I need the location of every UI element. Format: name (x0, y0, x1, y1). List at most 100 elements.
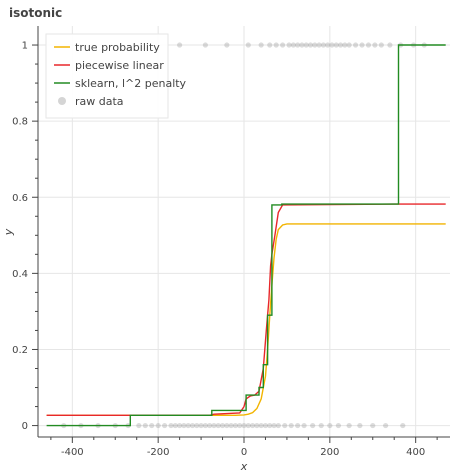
true-probability-line (46, 223, 446, 416)
raw-data-point (267, 42, 273, 48)
y-axis-label: y (2, 228, 15, 236)
raw-data-point (149, 422, 155, 429)
raw-data-point (335, 422, 342, 429)
y-tick-label: 0.6 (12, 193, 28, 204)
raw-data-point (142, 422, 148, 429)
raw-data-point (194, 422, 200, 429)
raw-data-point (241, 422, 247, 429)
x-tick-label: 200 (320, 447, 339, 458)
axis-ticks: -400 -200 0 200 400 0 0.2 0.4 0.6 0.8 1 (12, 41, 438, 458)
raw-data-point (307, 42, 314, 48)
raw-data-point (271, 422, 277, 429)
raw-data-point (258, 422, 264, 429)
y-tick-label: 1 (22, 41, 28, 52)
raw-data-point (352, 42, 359, 48)
raw-data-point (387, 42, 393, 48)
raw-data-point (310, 422, 316, 429)
raw-data-point (301, 422, 307, 429)
raw-data-point (383, 422, 389, 429)
raw-data-point (245, 422, 251, 429)
raw-data-point (185, 422, 191, 429)
raw-data-point (370, 422, 376, 429)
raw-data-point (202, 42, 208, 48)
raw-data-point (329, 42, 335, 48)
sklearn-l2-penalty-line (46, 44, 446, 427)
raw-data-point (342, 42, 348, 48)
raw-data-point (295, 42, 301, 48)
raw-data-point (295, 422, 301, 429)
raw-data-point (337, 42, 344, 48)
legend-label-sklearn-l2-penalty: sklearn, l^2 penalty (75, 77, 187, 90)
raw-data-point (189, 422, 196, 429)
raw-data-point (237, 422, 243, 429)
raw-data-point (280, 42, 286, 48)
raw-data-point (275, 422, 281, 429)
x-tick-label: -200 (147, 447, 170, 458)
raw-data-point (219, 422, 226, 429)
legend-label-piecewise-linear: piecewise linear (75, 59, 164, 72)
raw-data-point (333, 42, 339, 48)
raw-data-point (325, 42, 331, 48)
raw-data-point (168, 422, 174, 429)
raw-data-point (365, 42, 372, 48)
y-tick-label: 0 (22, 421, 28, 432)
x-tick-label: 400 (406, 447, 425, 458)
raw-data-point (228, 422, 234, 429)
x-tick-label: 0 (241, 447, 247, 458)
raw-data-point (327, 422, 333, 429)
y-tick-label: 0.8 (12, 117, 28, 128)
raw-data-point (282, 422, 288, 429)
raw-data-point (207, 422, 213, 429)
raw-data-point (224, 422, 230, 429)
raw-data-point (346, 422, 352, 429)
raw-data-point (136, 422, 142, 429)
raw-data-point (162, 422, 168, 429)
raw-data-point (372, 42, 378, 48)
y-tick-label: 0.2 (12, 345, 28, 356)
raw-data-point (273, 42, 279, 48)
raw-data-point (262, 422, 269, 429)
raw-data-point (198, 422, 204, 429)
x-tick-label: -400 (61, 447, 84, 458)
raw-data-point (286, 42, 292, 48)
raw-data-point (181, 422, 187, 429)
raw-data-point (172, 422, 178, 429)
raw-data-point (318, 422, 324, 429)
raw-data-point (202, 422, 208, 429)
raw-data-point (400, 422, 406, 429)
legend-label-raw-data: raw data (75, 95, 124, 108)
legend-swatch-raw-data (58, 97, 66, 105)
raw-data-point (316, 42, 322, 48)
raw-data-point (177, 42, 183, 48)
legend: true probability piecewise linear sklear… (45, 33, 187, 119)
raw-data-point (346, 42, 352, 48)
raw-data-point (299, 42, 305, 48)
chart-title: isotonic (9, 6, 62, 20)
raw-data-point (288, 422, 294, 429)
raw-data-point (245, 42, 251, 48)
x-axis-label: x (240, 460, 248, 473)
raw-data-point (211, 422, 217, 429)
raw-data-point (258, 42, 264, 48)
series-lines (46, 44, 446, 427)
y-tick-label: 0.4 (12, 269, 28, 280)
raw-data-point (254, 422, 260, 429)
raw-data-point (232, 422, 239, 429)
legend-box (45, 33, 169, 119)
raw-data-point (177, 422, 183, 429)
raw-data-point (290, 42, 296, 48)
raw-data-point (224, 42, 230, 48)
raw-data-point (359, 42, 365, 48)
raw-data-points (61, 42, 427, 429)
raw-data-point (215, 422, 221, 429)
raw-data-point (155, 422, 161, 429)
raw-data-point (378, 42, 384, 48)
raw-data-point (320, 42, 326, 48)
raw-data-point (303, 42, 309, 48)
raw-data-point (249, 422, 256, 429)
legend-label-true-probability: true probability (75, 41, 160, 54)
piecewise-linear-line (46, 203, 446, 416)
raw-data-point (267, 422, 273, 429)
raw-data-point (357, 422, 363, 429)
